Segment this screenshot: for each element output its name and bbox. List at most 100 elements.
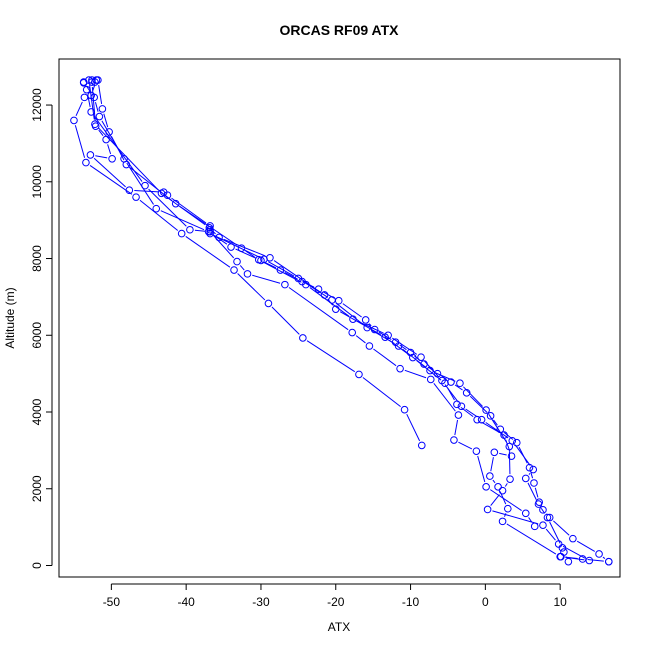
data-point bbox=[91, 120, 99, 129]
data-point bbox=[417, 353, 425, 361]
data-point bbox=[530, 522, 539, 531]
series-segment bbox=[194, 229, 206, 232]
series-segment bbox=[489, 489, 522, 511]
series-segment bbox=[540, 507, 546, 514]
data-point bbox=[254, 255, 263, 264]
data-point bbox=[585, 556, 594, 565]
series-segment bbox=[602, 556, 606, 559]
data-point bbox=[243, 270, 252, 278]
x-tick-label: -20 bbox=[327, 595, 345, 609]
data-point bbox=[438, 376, 446, 385]
data-point bbox=[472, 447, 481, 455]
y-axis: 0 2000 4000 6000 8000 10000 12000 bbox=[30, 88, 53, 569]
series-segment bbox=[262, 261, 302, 283]
series-segment bbox=[492, 479, 496, 484]
series-segment bbox=[454, 384, 463, 391]
series-segment bbox=[93, 115, 143, 182]
series-segment bbox=[505, 439, 511, 452]
series-segment bbox=[388, 339, 410, 355]
series-segment bbox=[433, 383, 456, 412]
data-point bbox=[494, 483, 502, 491]
y-axis-label: Altitude (m) bbox=[3, 287, 17, 348]
data-point bbox=[396, 364, 404, 373]
data-point bbox=[426, 375, 435, 384]
data-point bbox=[70, 116, 78, 125]
data-point bbox=[302, 280, 310, 289]
data-point bbox=[348, 328, 357, 337]
data-point bbox=[122, 160, 131, 169]
data-point bbox=[490, 448, 499, 457]
y-tick-label: 10000 bbox=[30, 165, 44, 199]
series-segment bbox=[503, 432, 514, 440]
series-segment bbox=[504, 513, 507, 517]
series-segment bbox=[463, 386, 483, 407]
data-point bbox=[230, 266, 238, 274]
series-3 bbox=[86, 78, 594, 565]
data-point bbox=[482, 483, 490, 491]
series-segment bbox=[499, 452, 507, 456]
series-segment bbox=[335, 302, 364, 325]
data-point bbox=[80, 93, 89, 102]
data-point bbox=[299, 334, 307, 342]
series-segment bbox=[288, 287, 349, 331]
series-segment bbox=[98, 129, 104, 136]
series-segment bbox=[103, 113, 109, 128]
series-segment bbox=[527, 482, 537, 500]
series-segment bbox=[75, 101, 83, 117]
series-segment bbox=[252, 274, 281, 284]
data-point bbox=[521, 474, 530, 483]
data-point bbox=[400, 405, 409, 414]
series-segment bbox=[465, 408, 478, 418]
data-point bbox=[82, 158, 90, 167]
data-point bbox=[102, 135, 110, 144]
series-segment bbox=[481, 421, 500, 433]
data-point bbox=[604, 557, 613, 566]
data-point bbox=[206, 227, 214, 236]
data-point bbox=[506, 475, 514, 483]
data-point bbox=[105, 128, 113, 136]
series-segment bbox=[160, 210, 205, 231]
x-tick-label: -10 bbox=[402, 595, 420, 609]
series-segment bbox=[89, 165, 133, 195]
data-point bbox=[512, 438, 521, 447]
series-segment bbox=[357, 320, 384, 334]
data-point bbox=[233, 257, 241, 266]
data-point bbox=[498, 486, 507, 495]
data-point bbox=[384, 331, 392, 340]
series-segment bbox=[528, 473, 531, 475]
series-layer bbox=[70, 76, 613, 566]
series-segment bbox=[553, 520, 570, 536]
series-segment bbox=[492, 510, 539, 525]
data-point bbox=[98, 105, 107, 113]
y-tick-label: 0 bbox=[30, 562, 44, 569]
y-tick-label: 6000 bbox=[30, 322, 44, 349]
series-segment bbox=[309, 287, 350, 317]
data-point bbox=[355, 370, 363, 379]
series-segment bbox=[134, 190, 159, 193]
data-point bbox=[417, 441, 426, 450]
x-tick-label: -30 bbox=[252, 595, 270, 609]
series-segment bbox=[129, 167, 173, 201]
data-point bbox=[450, 436, 458, 444]
data-point bbox=[539, 506, 547, 514]
series-6 bbox=[79, 78, 539, 531]
series-segment bbox=[587, 558, 604, 562]
series-segment bbox=[368, 323, 372, 327]
series-segment bbox=[148, 188, 187, 227]
series-segment bbox=[392, 337, 418, 355]
data-point bbox=[82, 85, 91, 94]
series-segment bbox=[528, 517, 533, 523]
data-point bbox=[504, 504, 512, 513]
series-segment bbox=[469, 395, 488, 413]
series-segment bbox=[477, 455, 486, 483]
series-segment bbox=[530, 472, 534, 479]
series-segment bbox=[87, 94, 91, 108]
series-segment bbox=[514, 444, 531, 466]
series-segment bbox=[576, 540, 595, 552]
series-segment bbox=[373, 348, 397, 367]
data-point bbox=[125, 186, 134, 195]
series-segment bbox=[179, 206, 238, 246]
series-segment bbox=[74, 125, 86, 158]
series-segment bbox=[94, 102, 99, 112]
series-segment bbox=[504, 483, 508, 487]
